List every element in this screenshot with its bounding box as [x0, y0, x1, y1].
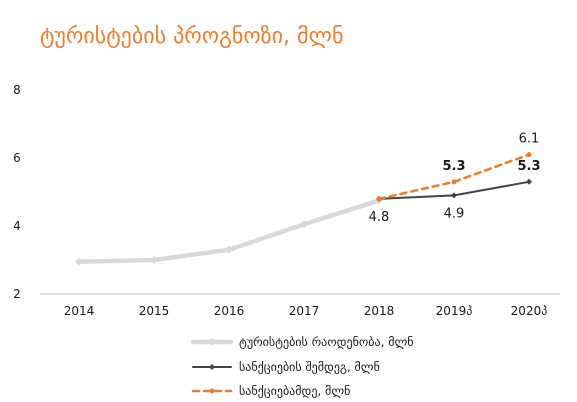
- y-tick-label: 8: [13, 83, 21, 97]
- y-tick-label: 2: [13, 287, 21, 301]
- x-tick-label: 2014: [64, 304, 95, 318]
- data-point-tourists: [150, 256, 158, 264]
- data-label: 5.3: [517, 159, 540, 174]
- x-tick-label: 2018: [364, 304, 395, 318]
- legend-item: ტურისტების რაოდენობა, მლნ: [190, 335, 414, 349]
- data-label: 6.1: [519, 132, 540, 147]
- legend-swatch-marker: [209, 388, 215, 394]
- data-point-without_sanctions: [451, 179, 457, 185]
- legend-item: სანქციების შემდეგ, მლნ: [192, 360, 380, 374]
- x-tick-label: 2020პ: [511, 304, 548, 318]
- y-tick-label: 4: [13, 219, 21, 233]
- legend-swatch-marker: [209, 364, 215, 370]
- data-point-with_sanctions: [451, 192, 457, 199]
- x-tick-label: 2016: [214, 304, 245, 318]
- data-label: 4.8: [369, 210, 390, 225]
- x-tick-label: 2015: [139, 304, 170, 318]
- legend-item: სანქციებამდე, მლნ: [191, 384, 350, 398]
- x-tick-label: 2019პ: [436, 304, 473, 318]
- data-label: 4.9: [444, 206, 465, 221]
- data-point-with_sanctions: [526, 178, 532, 185]
- data-point-tourists: [225, 245, 233, 254]
- legend-label: სანქციების შემდეგ, მლნ: [239, 360, 380, 374]
- chart-title: ტურისტების პროგნოზი, მლნ: [40, 24, 344, 49]
- data-point-without_sanctions: [526, 152, 532, 158]
- data-point-tourists: [75, 257, 83, 266]
- legend-label: სანქციებამდე, მლნ: [239, 384, 350, 398]
- y-tick-label: 6: [13, 151, 21, 165]
- data-point-without_sanctions: [376, 196, 382, 202]
- legend-label: ტურისტების რაოდენობა, მლნ: [239, 335, 414, 349]
- x-tick-label: 2017: [289, 304, 320, 318]
- data-label: 5.3: [442, 159, 465, 174]
- data-point-tourists: [300, 220, 308, 229]
- legend-swatch-marker: [208, 338, 216, 346]
